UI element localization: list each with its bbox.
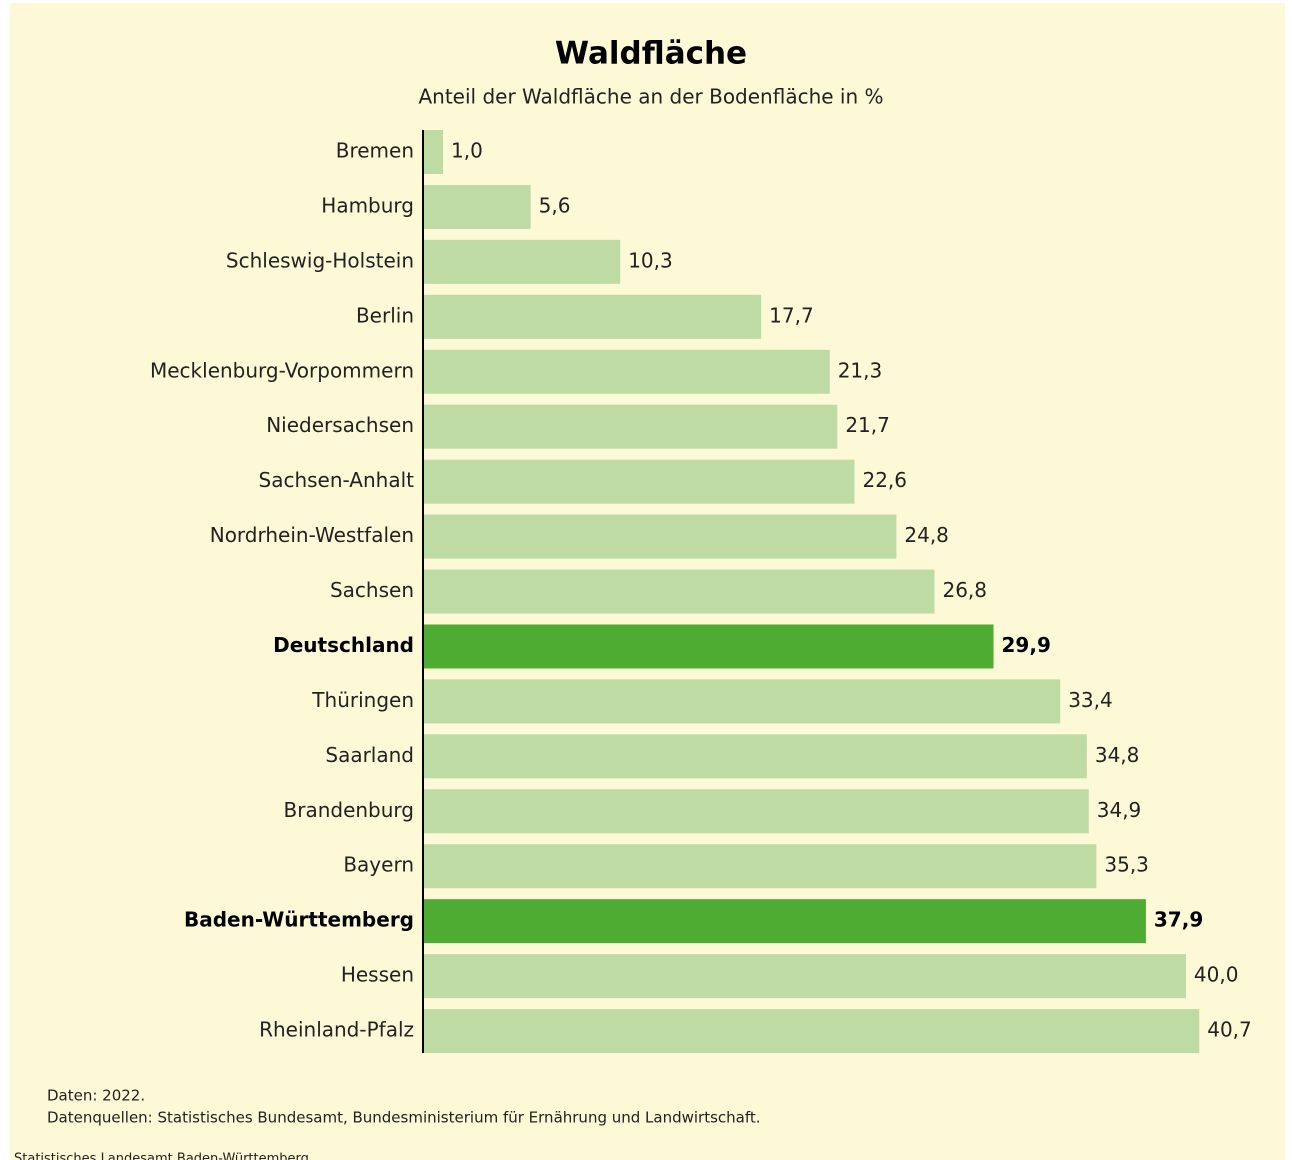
bar: [424, 569, 935, 614]
value-label: 40,0: [1194, 963, 1239, 987]
value-label: 35,3: [1104, 853, 1149, 877]
value-label: 10,3: [628, 248, 673, 272]
category-label: Sachsen: [330, 578, 414, 602]
bar: [424, 844, 1097, 889]
bar: [424, 404, 838, 449]
category-label: Mecklenburg-Vorpommern: [150, 358, 414, 382]
value-label: 34,9: [1097, 798, 1142, 822]
bar: [424, 1009, 1200, 1054]
bar: [424, 294, 762, 339]
value-label: 37,9: [1154, 908, 1203, 932]
category-label: Bayern: [343, 853, 414, 877]
note: Datenquellen: Statistisches Bundesamt, B…: [47, 1109, 761, 1127]
bar: [424, 349, 830, 394]
bar: [424, 734, 1087, 779]
value-label: 26,8: [942, 578, 987, 602]
bar: [424, 184, 531, 229]
category-label: Bremen: [336, 139, 414, 163]
category-label: Deutschland: [273, 633, 414, 657]
category-label: Nordrhein-Westfalen: [210, 523, 414, 547]
value-label: 40,7: [1207, 1018, 1252, 1042]
category-label: Thüringen: [311, 688, 414, 712]
value-label: 22,6: [862, 468, 907, 492]
bar: [424, 239, 621, 284]
category-label: Saarland: [325, 743, 414, 767]
category-label: Berlin: [356, 303, 414, 327]
chart-title: Waldfläche: [555, 36, 747, 72]
bar: [424, 514, 897, 559]
bar: [424, 789, 1089, 834]
category-label: Schleswig-Holstein: [226, 248, 414, 272]
chart-subtitle: Anteil der Waldfläche an der Bodenfläche…: [418, 85, 883, 109]
bar: [424, 459, 855, 504]
category-label: Rheinland-Pfalz: [259, 1018, 414, 1042]
value-label: 24,8: [904, 523, 949, 547]
category-label: Hamburg: [321, 193, 414, 217]
value-label: 17,7: [769, 303, 814, 327]
category-label: Hessen: [341, 963, 414, 987]
category-label: Baden-Württemberg: [184, 908, 414, 932]
value-label: 5,6: [539, 193, 571, 217]
value-label: 21,7: [845, 413, 890, 437]
value-label: 33,4: [1068, 688, 1113, 712]
bar: [424, 679, 1061, 724]
value-label: 34,8: [1095, 743, 1140, 767]
value-label: 29,9: [1002, 633, 1051, 657]
bar: [424, 624, 994, 669]
note: Daten: 2022.: [47, 1087, 145, 1105]
source: Statistisches Landesamt Baden-Württember…: [14, 1152, 309, 1160]
bar: [424, 899, 1146, 944]
category-label: Brandenburg: [284, 798, 415, 822]
bar: [424, 954, 1186, 999]
value-label: 21,3: [838, 358, 883, 382]
category-label: Niedersachsen: [266, 413, 414, 437]
value-label: 1,0: [451, 139, 483, 163]
category-label: Sachsen-Anhalt: [259, 468, 415, 492]
bar: [424, 130, 444, 174]
